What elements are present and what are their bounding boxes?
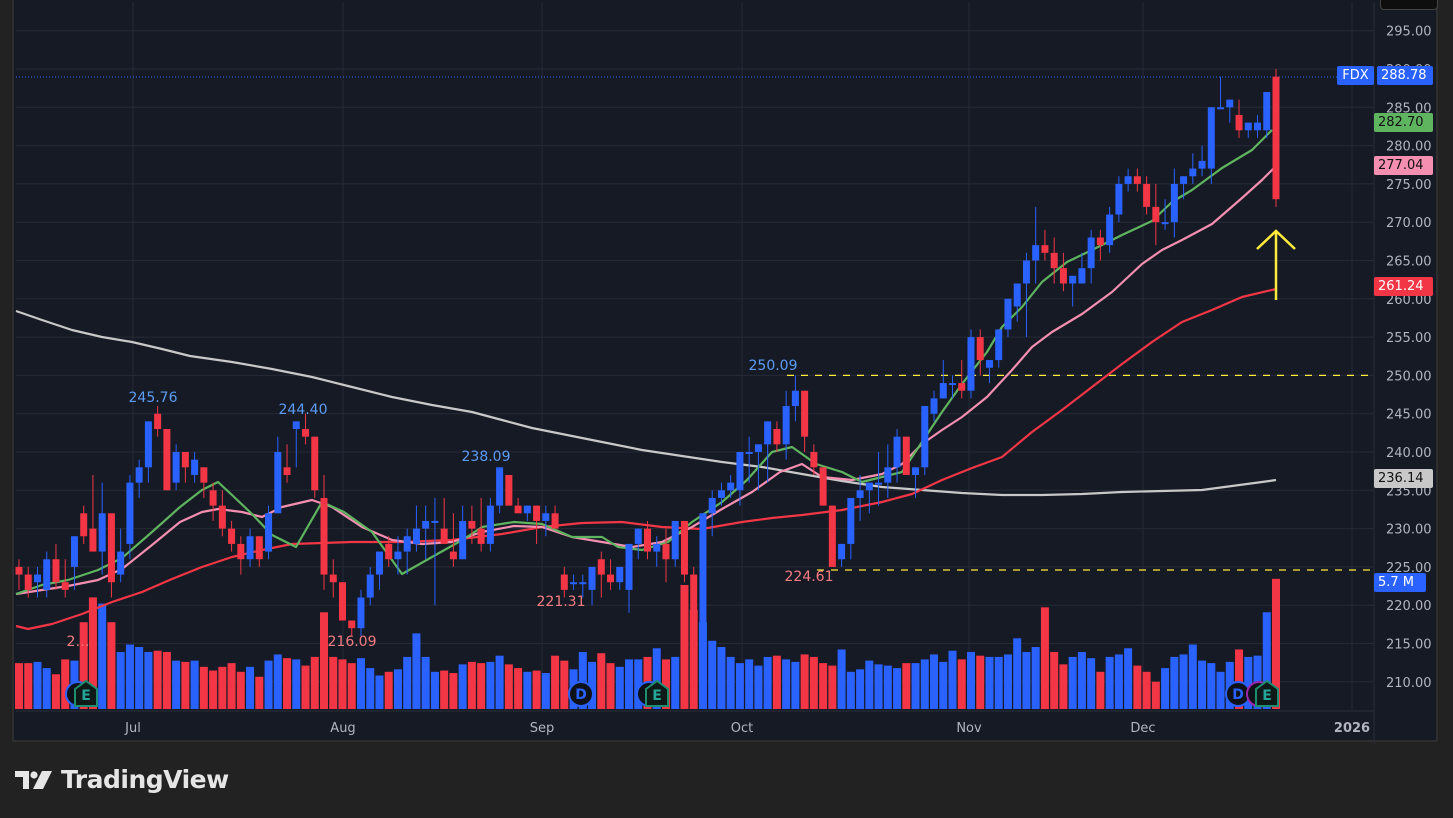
toolbar-button[interactable] — [1380, 0, 1438, 10]
price-tick: 250.00 — [1386, 369, 1432, 384]
earnings-icon — [74, 679, 98, 707]
svg-text:E: E — [1262, 688, 1272, 704]
earnings-icon — [1255, 679, 1279, 707]
ema-mid-badge: 277.04 — [1374, 156, 1433, 175]
price-tick: 235.00 — [1386, 484, 1432, 499]
low-label: 221.31 — [537, 594, 586, 610]
dashed-levels — [16, 76, 1374, 571]
sma200-badge: 236.14 — [1374, 469, 1433, 488]
price-tick: 225.00 — [1386, 561, 1432, 576]
time-tick: Oct — [731, 721, 753, 736]
svg-text:D: D — [1232, 687, 1244, 703]
time-tick: Nov — [956, 721, 982, 736]
high-label: 245.76 — [129, 390, 178, 406]
time-tick: Aug — [330, 721, 355, 736]
volume-badge: 5.7 M — [1374, 573, 1426, 592]
tradingview-logo[interactable]: TradingView — [15, 765, 229, 794]
price-tick: 255.00 — [1386, 331, 1432, 346]
high-label: 238.09 — [462, 449, 511, 465]
time-tick: Sep — [530, 721, 555, 736]
price-tick: 265.00 — [1386, 255, 1432, 270]
price-axis[interactable]: 295.00290.00285.00280.00275.00270.00265.… — [1373, 2, 1432, 744]
annotation-labels: 245.76 244.40 238.09 250.09 216.09 221.31 224.… — [67, 358, 834, 650]
price-tick: 275.00 — [1386, 178, 1432, 193]
tradingview-logo-icon — [15, 770, 52, 789]
price-tick: 280.00 — [1386, 140, 1432, 155]
svg-text:D: D — [575, 687, 587, 703]
time-tick: Dec — [1130, 721, 1155, 736]
low-label: 2… — [67, 634, 90, 650]
dividend-icon — [568, 681, 594, 707]
low-label: 216.09 — [328, 634, 377, 650]
price-tick: 285.00 — [1386, 101, 1432, 116]
symbol-badge: FDX — [1337, 66, 1374, 85]
yellow-arrow-icon — [1256, 229, 1296, 300]
earnings-icon — [645, 679, 669, 707]
candlesticks — [15, 69, 1280, 659]
time-axis[interactable]: Jul Aug Sep Oct Nov Dec 2026 — [16, 710, 1374, 736]
high-label: 250.09 — [749, 358, 798, 374]
price-tick: 230.00 — [1386, 523, 1432, 538]
price-tick: 210.00 — [1386, 676, 1432, 691]
price-tick: 270.00 — [1386, 216, 1432, 231]
ema-fast-badge: 282.70 — [1374, 113, 1433, 132]
logo-text: TradingView — [61, 765, 229, 794]
chart-panel[interactable]: 245.76 244.40 238.09 250.09 216.09 221.31 224.… — [12, 0, 1440, 744]
time-tick: 2026 — [1334, 721, 1370, 736]
svg-text:E: E — [81, 688, 91, 704]
price-tick: 215.00 — [1386, 638, 1432, 653]
high-label: 244.40 — [279, 402, 328, 418]
price-tick: 220.00 — [1386, 599, 1432, 614]
price-tick: 260.00 — [1386, 293, 1432, 308]
low-label: 224.61 — [785, 569, 834, 585]
price-chart[interactable]: 245.76 244.40 238.09 250.09 216.09 221.31 224.… — [14, 0, 1440, 744]
time-tick: Jul — [124, 721, 141, 736]
price-tick: 240.00 — [1386, 446, 1432, 461]
last-price-badge: 288.78 — [1377, 66, 1433, 85]
sma50-badge: 261.24 — [1374, 277, 1433, 296]
price-tick: 245.00 — [1386, 408, 1432, 423]
moving-averages — [15, 129, 1277, 631]
price-tick: 295.00 — [1386, 25, 1432, 40]
svg-text:E: E — [652, 688, 662, 704]
